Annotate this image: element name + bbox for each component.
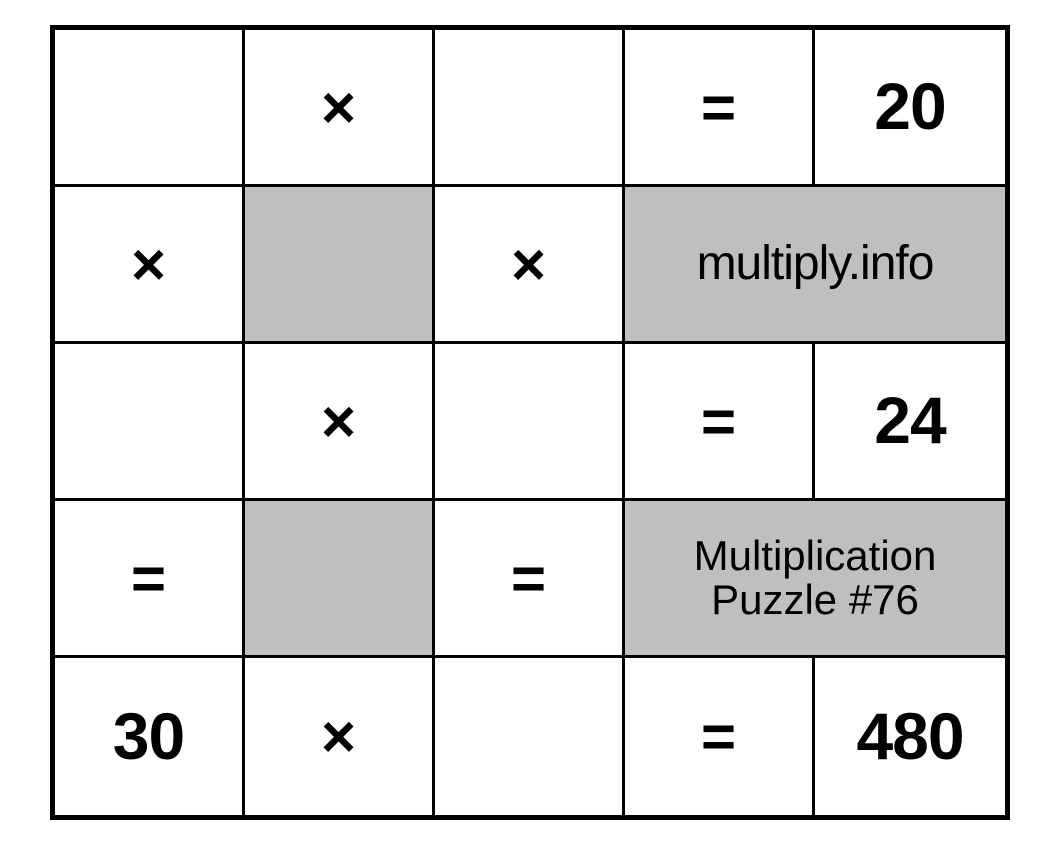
grid-row: × = 20 xyxy=(55,30,1005,187)
blank-cell xyxy=(55,344,245,498)
equals-symbol: = xyxy=(435,501,625,655)
blank-cell xyxy=(435,30,625,184)
times-symbol: × xyxy=(245,658,435,815)
times-symbol: × xyxy=(55,187,245,341)
times-symbol: × xyxy=(435,187,625,341)
source-label-cell: multiply.info xyxy=(625,187,1005,341)
puzzle-title-cell: Multiplication Puzzle #76 xyxy=(625,501,1005,655)
grid-row: = = Multiplication Puzzle #76 xyxy=(55,501,1005,658)
times-symbol: × xyxy=(245,344,435,498)
blank-cell xyxy=(435,658,625,815)
equals-symbol: = xyxy=(55,501,245,655)
result-cell: 20 xyxy=(815,30,1005,184)
result-cell: 24 xyxy=(815,344,1005,498)
blank-cell xyxy=(435,344,625,498)
grid-row: 30 × = 480 xyxy=(55,658,1005,815)
result-cell: 480 xyxy=(815,658,1005,815)
shaded-cell xyxy=(245,501,435,655)
grid-row: × × multiply.info xyxy=(55,187,1005,344)
blank-cell xyxy=(55,30,245,184)
multiplication-puzzle-grid: × = 20 × × multiply.info × = 24 = = Mult… xyxy=(50,25,1010,820)
times-symbol: × xyxy=(245,30,435,184)
number-cell: 30 xyxy=(55,658,245,815)
equals-symbol: = xyxy=(625,30,815,184)
equals-symbol: = xyxy=(625,658,815,815)
equals-symbol: = xyxy=(625,344,815,498)
grid-row: × = 24 xyxy=(55,344,1005,501)
shaded-cell xyxy=(245,187,435,341)
